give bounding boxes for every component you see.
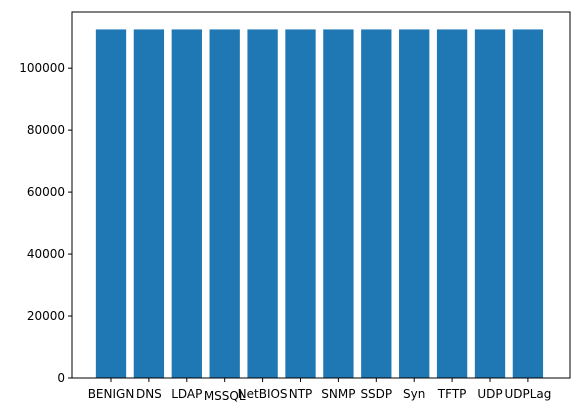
bar-snmp	[323, 29, 354, 379]
bars-layer	[95, 29, 544, 379]
x-tick-label: SSDP	[360, 387, 392, 401]
bar-udplag	[512, 29, 544, 379]
bar-syn	[399, 29, 430, 379]
x-tick-label: UDPLag	[504, 387, 551, 401]
x-tick-label: SNMP	[321, 387, 355, 401]
y-tick-label: 60000	[27, 185, 65, 199]
y-tick-label: 40000	[27, 247, 65, 261]
bar-netbios	[247, 29, 278, 379]
x-tick-label: UDP	[477, 387, 502, 401]
y-tick-label: 80000	[27, 123, 65, 137]
x-tick-label: NetBIOS	[238, 387, 288, 401]
x-tick-label: Syn	[403, 387, 425, 401]
bar-benign	[95, 29, 127, 379]
bar-ssdp	[361, 29, 392, 379]
bar-tftp	[436, 29, 468, 379]
bar-mssql	[209, 29, 240, 379]
plot-frame	[71, 11, 571, 379]
y-tick-label: 100000	[19, 61, 65, 75]
x-tick-label: NTP	[289, 387, 313, 401]
bar-udp	[474, 29, 506, 379]
x-tick-label: BENIGN	[88, 387, 135, 401]
x-tick-label: LDAP	[171, 387, 202, 401]
bar-ntp	[285, 29, 316, 379]
bar-ldap	[171, 29, 202, 379]
bar-dns	[133, 29, 165, 379]
y-axis: 0 20000 40000 60000 80000 100000	[19, 61, 72, 385]
y-tick-label: 0	[57, 371, 65, 385]
x-tick-label: MSSQL	[204, 389, 246, 403]
y-tick-label: 20000	[27, 309, 65, 323]
x-tick-label: TFTP	[437, 387, 467, 401]
x-tick-label: DNS	[136, 387, 162, 401]
